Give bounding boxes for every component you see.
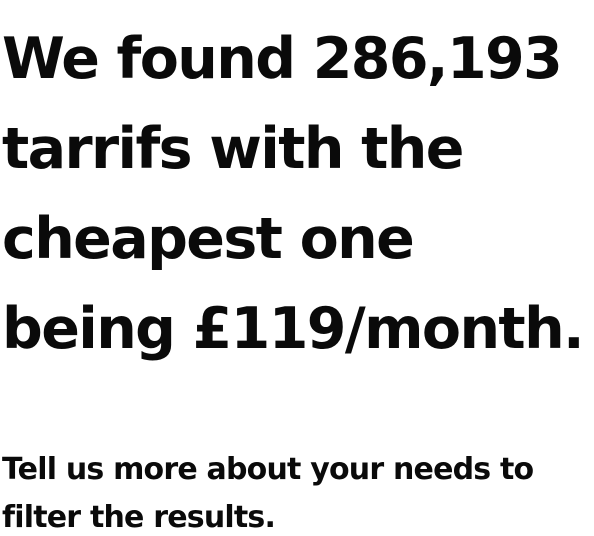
headline-line-3: cheapest one	[2, 206, 415, 272]
filter-prompt-line-1: Tell us more about your needs to	[2, 452, 534, 487]
headline-line-4: being £119/month.	[2, 296, 585, 362]
headline-line-2: tarrifs with the	[2, 116, 464, 182]
filter-prompt-line-2: filter the results.	[2, 500, 276, 535]
headline-line-1: We found 286,193	[2, 26, 563, 92]
filter-prompt: Tell us more about your needs to filter …	[2, 446, 594, 536]
results-headline: We found 286,193 tarrifs with the cheape…	[2, 14, 594, 374]
